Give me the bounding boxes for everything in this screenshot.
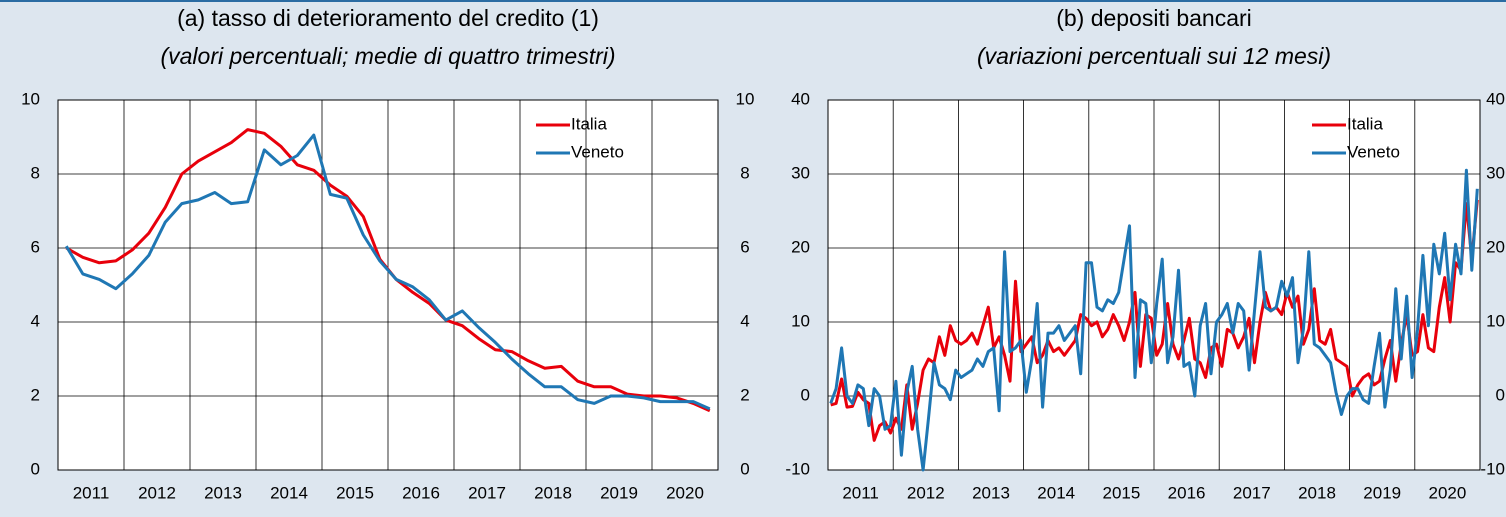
x-tick-label: 2011 — [842, 483, 879, 502]
x-tick-label: 2020 — [1428, 483, 1466, 502]
y-tick-label: 0 — [31, 459, 40, 478]
y2-tick-label: 10 — [736, 89, 755, 108]
y-tick-label: 10 — [21, 89, 40, 108]
y2-tick-label: 20 — [1486, 237, 1505, 256]
x-tick-label: 2015 — [336, 483, 374, 502]
chart-subtitle: (variazioni percentuali sui 12 mesi) — [977, 43, 1331, 69]
legend-label: Veneto — [1347, 142, 1400, 161]
x-tick-label: 2016 — [402, 483, 440, 502]
y2-tick-label: 0 — [740, 459, 749, 478]
x-tick-label: 2015 — [1102, 483, 1140, 502]
x-tick-label: 2019 — [1363, 483, 1401, 502]
y2-tick-label: 30 — [1486, 163, 1505, 182]
y-tick-label: 40 — [791, 89, 810, 108]
y-tick-label: 0 — [801, 385, 810, 404]
series-line — [829, 168, 1479, 472]
chart-title: (b) depositi bancari — [1056, 5, 1252, 31]
legend-label: Veneto — [571, 142, 624, 161]
x-tick-label: 2012 — [907, 483, 945, 502]
y2-tick-label: 40 — [1486, 89, 1505, 108]
y2-tick-label: 2 — [740, 385, 749, 404]
y-tick-label: 30 — [791, 163, 810, 182]
x-tick-label: 2013 — [204, 483, 242, 502]
y-tick-label: 4 — [31, 311, 40, 330]
y2-tick-label: 6 — [740, 237, 749, 256]
y-tick-label: 20 — [791, 237, 810, 256]
legend-label: Italia — [1347, 114, 1383, 133]
y-tick-label: 10 — [791, 311, 810, 330]
x-tick-label: 2017 — [1233, 483, 1271, 502]
x-tick-label: 2017 — [468, 483, 506, 502]
series-line — [65, 133, 711, 411]
chart-title: (a) tasso di deterioramento del credito … — [177, 5, 599, 31]
chart-subtitle: (valori percentuali; medie di quattro tr… — [160, 43, 615, 69]
y2-tick-label: -10 — [1480, 459, 1505, 478]
x-tick-label: 2018 — [534, 483, 572, 502]
x-tick-label: 2014 — [1037, 483, 1075, 502]
x-tick-label: 2019 — [600, 483, 638, 502]
x-tick-label: 2014 — [270, 483, 308, 502]
x-tick-label: 2016 — [1168, 483, 1206, 502]
y-tick-label: -10 — [785, 459, 810, 478]
y-tick-label: 6 — [31, 237, 40, 256]
x-tick-label: 2011 — [73, 483, 110, 502]
x-tick-label: 2012 — [138, 483, 176, 502]
x-tick-label: 2013 — [972, 483, 1010, 502]
y2-tick-label: 4 — [740, 311, 749, 330]
y2-tick-label: 0 — [1496, 385, 1505, 404]
y-tick-label: 8 — [31, 163, 40, 182]
x-tick-label: 2020 — [666, 483, 704, 502]
legend-label: Italia — [571, 114, 607, 133]
x-tick-label: 2018 — [1298, 483, 1336, 502]
y-tick-label: 2 — [31, 385, 40, 404]
y2-tick-label: 10 — [1486, 311, 1505, 330]
y2-tick-label: 8 — [740, 163, 749, 182]
